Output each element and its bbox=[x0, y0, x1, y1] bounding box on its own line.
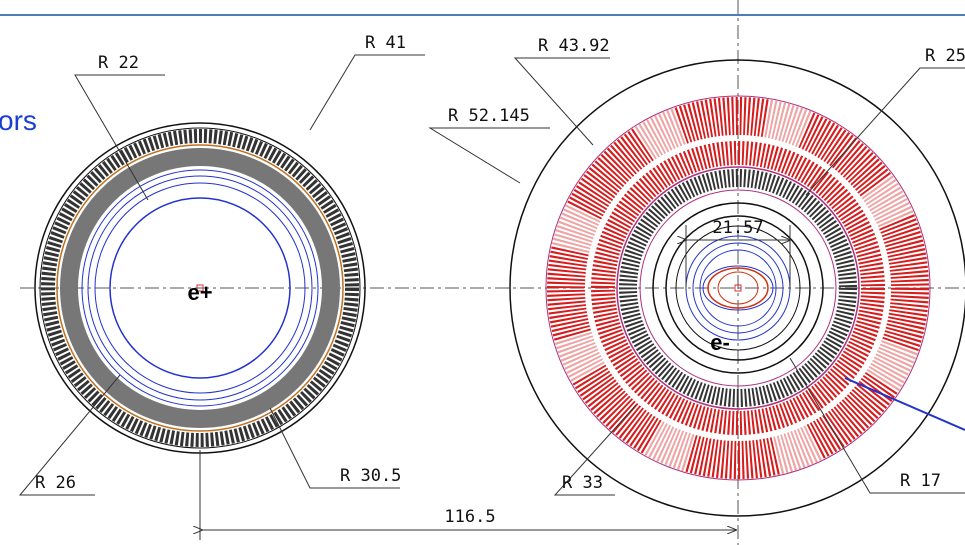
separation-label: 116.5 bbox=[444, 507, 495, 527]
radius-label: R 43.92 bbox=[538, 36, 610, 56]
beam-label: e+ bbox=[187, 280, 212, 305]
radius-label: R 17 bbox=[900, 471, 941, 491]
beam-label: e- bbox=[710, 330, 730, 355]
radius-label: R 30.5 bbox=[340, 466, 401, 486]
radius-label: R 33 bbox=[562, 473, 603, 493]
caption: ors bbox=[0, 105, 37, 136]
aperture-label: 21.57 bbox=[712, 218, 763, 238]
drawing: ors e+ e- R 22 R 41 R 26 R 30.5 R 43.92 … bbox=[0, 0, 965, 545]
radius-label: R 25 bbox=[925, 46, 965, 66]
radius-label: R 22 bbox=[98, 53, 139, 73]
radius-label: R 41 bbox=[365, 33, 406, 53]
radius-label: R 52.145 bbox=[448, 106, 530, 126]
radius-label: R 26 bbox=[35, 473, 76, 493]
